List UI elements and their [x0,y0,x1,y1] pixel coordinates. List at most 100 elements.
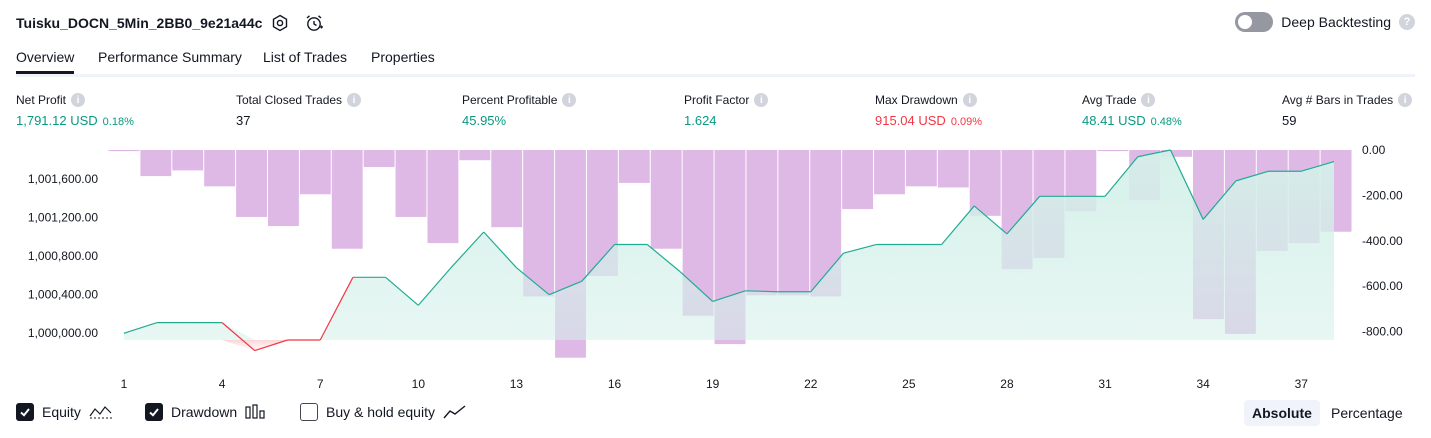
x-axis-tick: 34 [1197,377,1211,391]
metric-label: Percent Profitable [462,93,558,107]
equity-line-segment [581,244,615,282]
metric-label: Total Closed Trades [236,93,343,107]
equity-line-segment [417,267,452,306]
drawdown-bar [491,150,523,228]
drawdown-bar [427,150,459,244]
drawdown-bar [523,150,555,297]
settings-icon[interactable] [270,13,290,33]
x-axis-tick: 25 [902,377,916,391]
deep-backtesting-toggle[interactable] [1235,12,1274,32]
legend-equity[interactable]: Equity [16,403,113,421]
left-axis-tick: 1,000,400.00 [28,288,98,302]
alarm-clock-icon[interactable] [304,13,324,33]
metric-value: 915.04 USD [875,113,946,128]
equity-line-segment [843,243,877,254]
equity-line-segment [646,244,681,272]
equity-line-segment [516,267,550,296]
equity-drawdown-chart: 1,000,000.00 1,000,400.00 1,000,800.00 1,00… [28,143,1403,391]
bar-chart-icon [245,404,265,419]
drawdown-bar [969,150,1001,216]
info-icon[interactable]: i [562,93,577,107]
x-axis-tick: 10 [412,377,426,391]
line-chart-icon [443,405,466,419]
drawdown-bar [618,150,650,183]
metric-value: 59 [1282,113,1297,128]
equity-line-segment [1202,180,1237,220]
equity-line-segment [1169,149,1204,220]
equity-line-segment [1006,195,1041,235]
right-axis-tick: -600.00 [1362,279,1403,293]
equity-line-segment [1301,160,1335,172]
metric-value: 1.624 [684,113,717,128]
equity-line-segment [123,322,157,334]
right-axis-tick: 0.00 [1362,143,1386,157]
info-icon[interactable]: i [754,93,769,107]
tab-overview[interactable]: Overview [16,49,75,74]
deep-backtesting-control: Deep Backtesting ? [1235,12,1415,32]
drawdown-bar [905,150,937,187]
tab-properties[interactable]: Properties [371,49,435,65]
info-icon[interactable]: i [1398,93,1413,107]
tab-performance-summary[interactable]: Performance Summary [98,49,242,65]
drawdown-bar [172,150,204,171]
info-icon[interactable]: i [962,93,977,107]
metric-label: Profit Factor [684,93,750,107]
left-axis-tick: 1,001,200.00 [28,211,98,225]
equity-line-segment [254,339,288,352]
legend-drawdown-label: Drawdown [171,404,238,420]
metric-label: Avg Trade [1082,93,1137,107]
x-axis-tick: 22 [804,377,818,391]
equity-line-segment [1235,170,1269,182]
metric-label: Avg # Bars in Trades [1282,93,1394,107]
drawdown-bar [1097,150,1129,152]
x-axis-tick: 16 [608,377,622,391]
legend-drawdown[interactable]: Drawdown [145,403,267,421]
buy-hold-checkbox[interactable] [300,403,318,421]
equity-checkbox[interactable] [16,403,34,421]
equity-line-segment [548,280,583,296]
tab-list-of-trades[interactable]: List of Trades [263,49,348,65]
metric-avg-bars-in-trades: Avg # Bars in Trades i 59 [1282,93,1413,128]
equity-line-segment [973,205,1008,235]
info-icon[interactable]: i [1141,93,1156,107]
left-axis: 1,000,000.00 1,000,400.00 1,000,800.00 1,00… [28,172,98,340]
x-axis-tick: 1 [121,377,128,391]
equity-line-segment [385,276,419,306]
strategy-title: Tuisku_DOCN_5Min_2BB0_9e21a44c [16,15,263,31]
drawdown-checkbox[interactable] [145,403,163,421]
drawdown-bar [204,150,236,187]
drawdown-bar [236,150,267,217]
equity-line-segment [745,290,779,293]
legend-buy-hold-label: Buy & hold equity [326,404,435,420]
equity-area [124,150,1334,340]
metric-label: Max Drawdown [875,93,958,107]
right-axis-tick: -800.00 [1362,325,1403,339]
drawdown-bar [842,150,874,210]
x-axis-tick: 19 [706,377,720,391]
legend-buy-hold[interactable]: Buy & hold equity [300,403,467,421]
right-axis-tick: -200.00 [1362,188,1403,202]
drawdown-bar [650,150,682,249]
info-icon[interactable]: i [71,93,86,107]
metric-total-closed-trades: Total Closed Trades i 37 [236,93,362,128]
deep-backtesting-label: Deep Backtesting [1281,14,1391,30]
metric-percent: 0.09% [950,116,983,128]
x-axis-tick: 7 [317,377,324,391]
left-axis-tick: 1,001,600.00 [28,172,98,186]
equity-line-segment [450,231,485,269]
metric-value: 1,791.12 USD [16,113,98,128]
metric-percent: 0.48% [1150,116,1182,128]
metric-label: Net Profit [16,93,67,107]
equity-line-segment [679,271,714,302]
metric-percent-profitable: Percent Profitable i 45.95% [462,93,577,128]
metric-value: 48.41 USD [1082,113,1146,128]
help-icon[interactable]: ? [1399,14,1415,30]
left-axis-tick: 1,000,800.00 [28,249,98,263]
metric-value: 45.95% [462,113,507,128]
absolute-button[interactable]: Absolute [1244,400,1320,426]
info-icon[interactable]: i [347,93,362,107]
equity-line-segment [221,322,256,352]
percentage-button[interactable]: Percentage [1331,405,1403,421]
x-axis-tick: 31 [1098,377,1112,391]
left-axis-tick: 1,000,000.00 [28,326,98,340]
